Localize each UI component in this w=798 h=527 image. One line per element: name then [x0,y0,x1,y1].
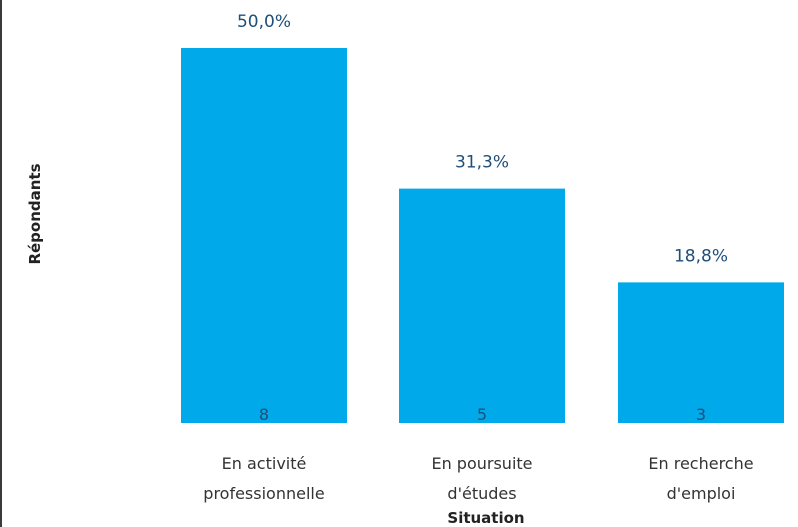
bar-3 [618,282,784,423]
count-label-3: 3 [696,405,706,424]
category-label-1-line-2: professionnelle [203,484,324,503]
percent-label-2: 31,3% [455,153,509,173]
category-label-2-line-1: En poursuite [431,454,532,473]
percent-label-3: 18,8% [674,246,728,266]
left-border [0,0,2,527]
category-label-1-line-1: En activité [222,454,307,473]
percent-label-1: 50,0% [237,12,291,32]
category-label-3-line-2: d'emploi [667,484,736,503]
count-label-2: 5 [477,405,487,424]
category-label-3-line-1: En recherche [648,454,753,473]
category-label-2-line-2: d'études [447,484,516,503]
count-label-1: 8 [259,405,269,424]
bar-1 [181,48,347,423]
bar-2 [399,188,565,423]
y-axis-title: Répondants [26,163,44,264]
x-axis-title: Situation [447,509,524,527]
